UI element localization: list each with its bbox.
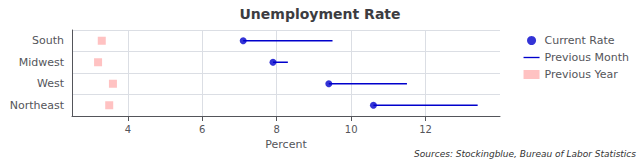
svg-text:Northeast: Northeast (10, 99, 65, 112)
svg-text:12: 12 (419, 124, 432, 135)
svg-text:4: 4 (125, 124, 131, 135)
svg-text:Sources: Stockingblue, Bureau: Sources: Stockingblue, Bureau of Labor S… (414, 149, 636, 159)
svg-text:South: South (32, 34, 64, 47)
svg-text:West: West (37, 77, 65, 90)
svg-text:6: 6 (199, 124, 205, 135)
svg-text:Unemployment Rate: Unemployment Rate (239, 6, 400, 22)
svg-text:Previous Year: Previous Year (545, 68, 619, 81)
svg-text:8: 8 (274, 124, 280, 135)
svg-text:Midwest: Midwest (19, 56, 65, 69)
svg-text:Current Rate: Current Rate (545, 34, 615, 47)
svg-text:Percent: Percent (265, 138, 307, 151)
svg-text:Previous Month: Previous Month (545, 51, 629, 64)
svg-text:10: 10 (345, 124, 358, 135)
